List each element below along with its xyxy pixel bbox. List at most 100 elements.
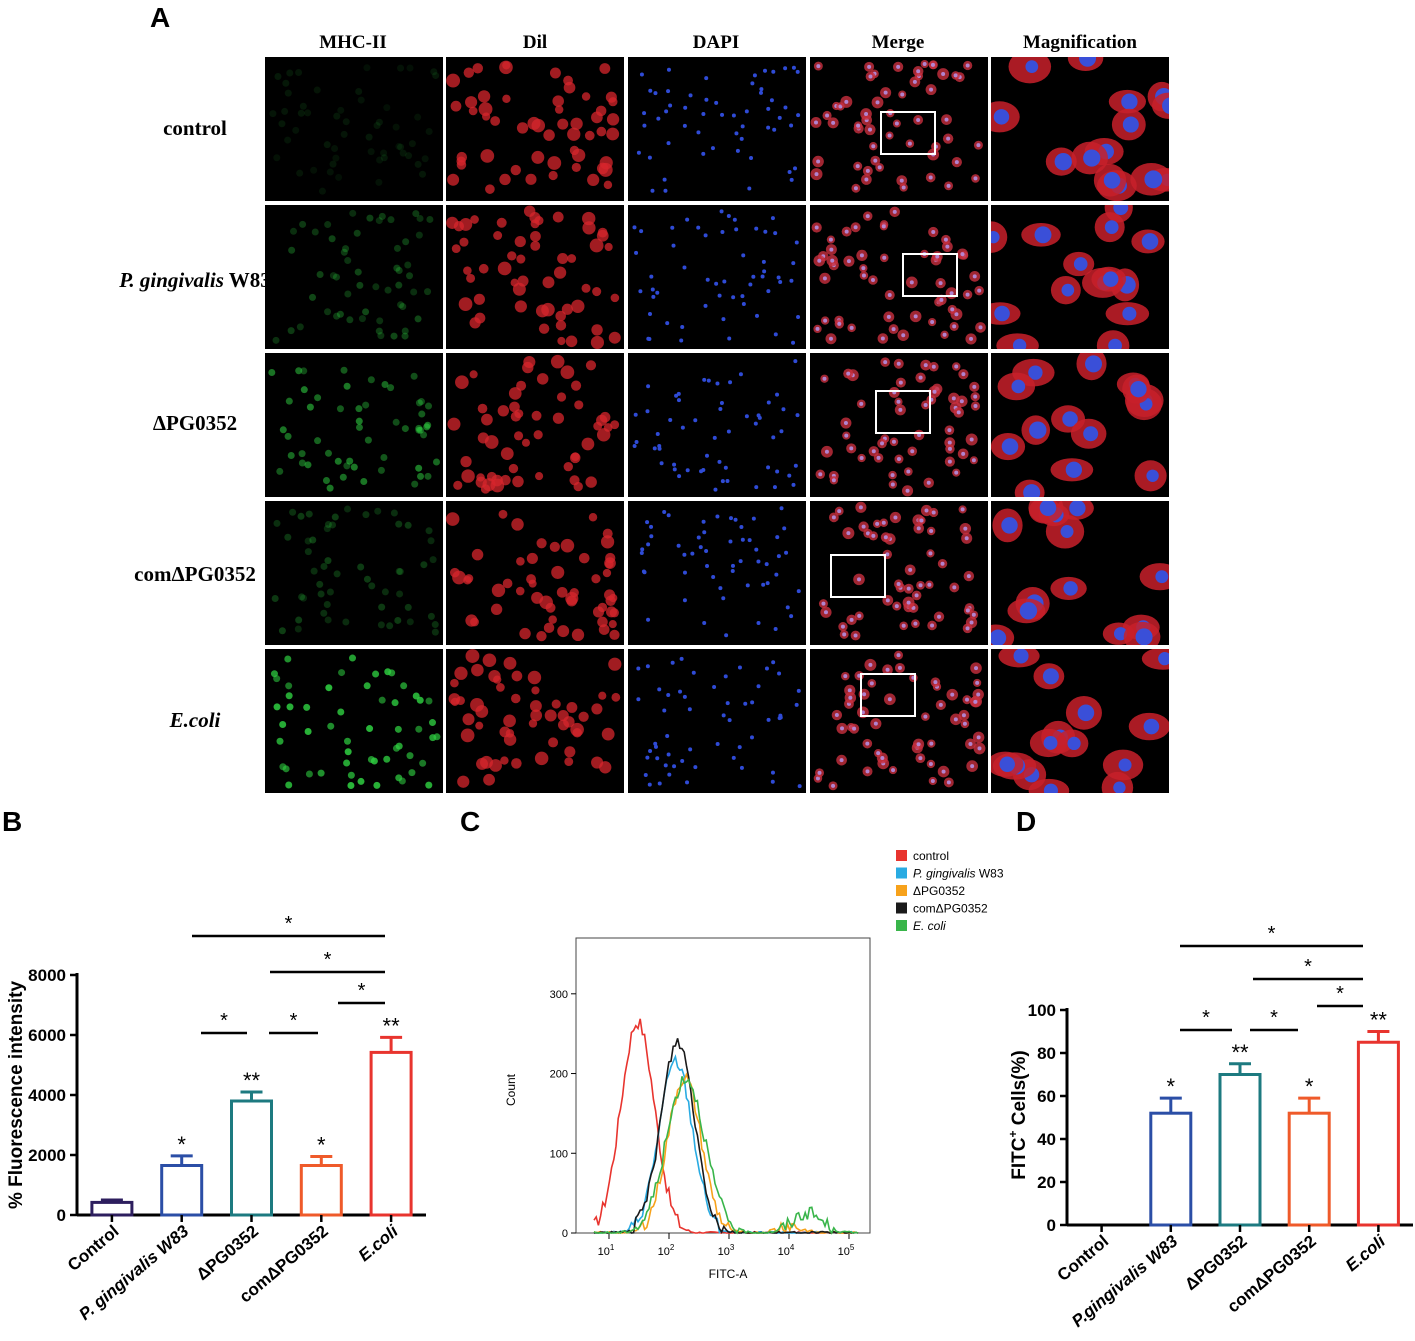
tile-ecoli-dapi <box>628 649 806 793</box>
significance-mark: * <box>1305 1074 1314 1099</box>
merge-zoom-box <box>860 673 916 717</box>
x-tick-label: 105 <box>838 1243 855 1258</box>
row-label-pg-w83: P. gingivalis W83 <box>90 268 300 293</box>
x-tick-label: E.coli <box>355 1221 403 1266</box>
legend-label: control <box>913 849 949 863</box>
x-tick-label: Control <box>1054 1232 1113 1285</box>
comparison-star: * <box>358 980 366 1002</box>
tile-control-merge <box>810 57 988 201</box>
legend-label: P. gingivalis W83 <box>913 867 1004 881</box>
tile-ecoli-magnification <box>991 649 1169 793</box>
bar <box>230 1099 273 1217</box>
legend-swatch <box>896 902 907 914</box>
tile-ecoli-dil <box>446 649 624 793</box>
col-header-dapi: DAPI <box>692 32 740 53</box>
y-axis-label-main: FITC <box>1009 1137 1030 1179</box>
tile-ecoli-mhc-ii <box>265 649 443 793</box>
histogram-series <box>593 1072 859 1234</box>
y-tick-label: 2000 <box>28 1146 66 1165</box>
y-tick-label: 20 <box>1037 1173 1056 1192</box>
significance-mark: ** <box>1231 1040 1249 1065</box>
histogram-series <box>593 1018 859 1234</box>
tile-dpg0352-dapi <box>628 353 806 497</box>
tile-control-dil <box>446 57 624 201</box>
y-axis-label: Count <box>504 1073 518 1106</box>
plot-frame <box>575 937 871 1234</box>
legend-swatch <box>896 867 907 879</box>
legend-swatch <box>896 850 907 861</box>
tile-pg-w83-dil <box>446 205 624 349</box>
tile-comdpg0352-dil <box>446 501 624 645</box>
tile-pg-w83-dapi <box>628 205 806 349</box>
tile-comdpg0352-merge <box>810 501 988 645</box>
y-tick-label: 6000 <box>28 1026 66 1045</box>
panel-letter-d: D <box>1016 806 1037 837</box>
comparison-star: * <box>1270 1007 1278 1029</box>
tile-ecoli-merge <box>810 649 988 793</box>
comparison-star: * <box>1268 923 1276 945</box>
panel-letter-a: A <box>150 2 171 33</box>
row-label-comdpg0352: comΔPG0352 <box>134 562 256 586</box>
comparison-star: * <box>220 1010 228 1032</box>
significance-mark: ** <box>383 1013 401 1038</box>
histogram-series <box>593 1076 859 1235</box>
legend-label: E. coli <box>913 919 946 933</box>
comparison-star: * <box>1336 983 1344 1005</box>
tile-control-magnification <box>991 57 1169 201</box>
x-tick-label: ΔPG0352 <box>193 1222 262 1285</box>
x-tick-label: 103 <box>718 1243 735 1258</box>
y-axis-label-sup: + <box>1006 1131 1020 1138</box>
comparison-star: * <box>324 949 332 971</box>
y-tick-label: 60 <box>1037 1087 1056 1106</box>
x-tick-label: E.coli <box>1342 1231 1390 1276</box>
bar <box>90 1200 134 1217</box>
y-axis-label: % Fluorescence intensity <box>6 981 27 1210</box>
bar <box>1287 1111 1331 1227</box>
histogram-series <box>593 1054 859 1235</box>
y-axis-label: FITC+ Cells(%) <box>1006 1050 1030 1179</box>
x-tick-label: 104 <box>778 1243 795 1258</box>
significance-mark: * <box>1167 1074 1176 1099</box>
x-tick-label: 102 <box>658 1243 675 1258</box>
bar <box>299 1164 343 1217</box>
significance-mark: ** <box>1370 1008 1388 1033</box>
panel-letter-b: B <box>2 806 23 837</box>
x-axis-label: FITC-A <box>709 1267 748 1281</box>
row-label-dpg0352: ΔPG0352 <box>152 411 238 435</box>
x-tick-label: 101 <box>598 1243 615 1258</box>
tile-comdpg0352-dapi <box>628 501 806 645</box>
legend-swatch <box>896 920 907 931</box>
significance-mark: * <box>317 1133 326 1158</box>
merge-zoom-box <box>875 390 931 434</box>
chart-c-flow-histogram: 0 100 200 300 101 102 103 104 105 FITC-A Count cont… <box>504 849 1004 1281</box>
y-tick-label: 300 <box>550 989 568 1001</box>
col-header-merge: Merge <box>871 32 925 53</box>
bar <box>160 1164 204 1217</box>
histogram-series <box>593 1038 859 1234</box>
tile-control-dapi <box>628 57 806 201</box>
legend-label: ΔPG0352 <box>913 884 965 898</box>
panel-letter-c: C <box>460 806 481 837</box>
merge-zoom-box <box>830 554 886 598</box>
tile-comdpg0352-mhc-ii <box>265 501 443 645</box>
tile-dpg0352-mhc-ii <box>265 353 443 497</box>
y-tick-label: 200 <box>550 1069 568 1081</box>
y-tick-label: 0 <box>1047 1216 1056 1235</box>
col-header-dil: Dil <box>522 32 548 53</box>
comparison-star: * <box>1202 1007 1210 1029</box>
x-tick-label: ΔPG0352 <box>1181 1232 1250 1295</box>
y-tick-label: 100 <box>1028 1001 1056 1020</box>
y-tick-label: 0 <box>57 1206 66 1225</box>
bar <box>1149 1111 1193 1227</box>
merge-zoom-box <box>880 111 936 155</box>
significance-mark: * <box>177 1132 186 1157</box>
y-tick-label: 100 <box>550 1148 568 1160</box>
significance-mark: ** <box>243 1068 261 1093</box>
comparison-star: * <box>290 1010 298 1032</box>
legend-swatch <box>896 885 907 896</box>
row-label-ecoli: E.coli <box>169 708 221 732</box>
tile-dpg0352-merge <box>810 353 988 497</box>
y-tick-label: 4000 <box>28 1086 66 1105</box>
